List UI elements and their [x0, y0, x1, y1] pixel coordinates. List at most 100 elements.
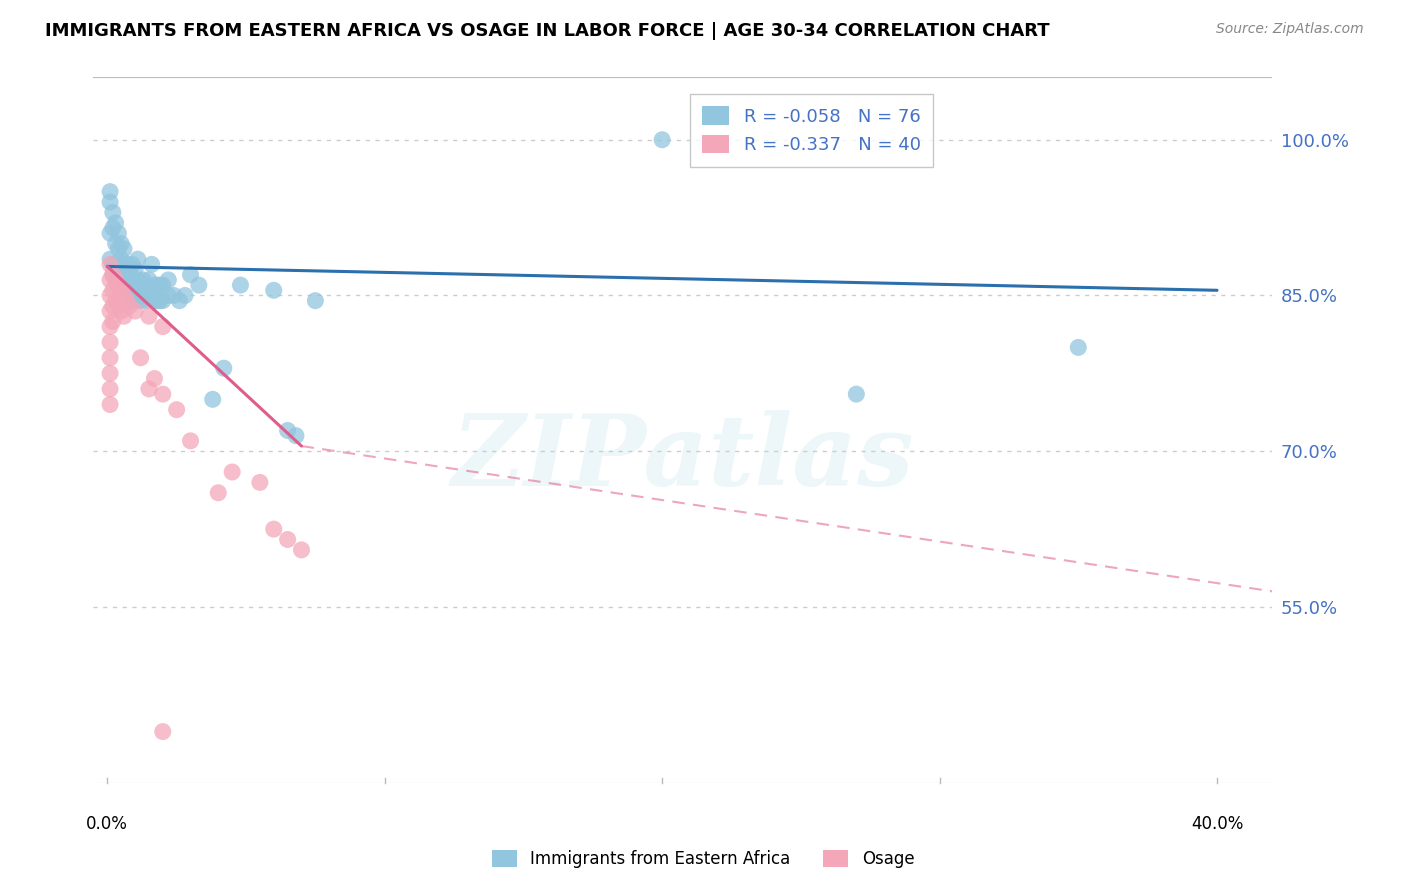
Legend: R = -0.058   N = 76, R = -0.337   N = 40: R = -0.058 N = 76, R = -0.337 N = 40: [689, 94, 934, 167]
Text: ZIPatlas: ZIPatlas: [451, 410, 914, 507]
Point: [263, 522, 285, 536]
Point: [98, 351, 121, 365]
Point: [135, 278, 157, 293]
Point: [845, 387, 868, 401]
Point: [1067, 340, 1090, 354]
Point: [290, 542, 312, 557]
Point: [143, 278, 166, 293]
Point: [207, 485, 229, 500]
Point: [98, 185, 121, 199]
Point: [221, 465, 243, 479]
Point: [201, 392, 224, 407]
Point: [104, 273, 127, 287]
Point: [212, 361, 235, 376]
Point: [152, 319, 174, 334]
Text: 40.0%: 40.0%: [1191, 815, 1243, 833]
Point: [124, 304, 146, 318]
Point: [112, 242, 135, 256]
Point: [149, 278, 172, 293]
Point: [138, 382, 160, 396]
Point: [101, 221, 124, 235]
Point: [98, 288, 121, 302]
Point: [101, 314, 124, 328]
Point: [98, 257, 121, 271]
Point: [149, 293, 172, 308]
Point: [112, 288, 135, 302]
Point: [132, 273, 155, 287]
Point: [143, 371, 166, 385]
Point: [115, 293, 138, 308]
Point: [249, 475, 271, 490]
Point: [118, 293, 141, 308]
Point: [152, 278, 174, 293]
Point: [110, 304, 132, 318]
Point: [174, 288, 197, 302]
Point: [229, 278, 252, 293]
Point: [121, 273, 143, 287]
Point: [104, 257, 127, 271]
Point: [112, 257, 135, 271]
Point: [304, 293, 326, 308]
Point: [98, 319, 121, 334]
Point: [110, 236, 132, 251]
Point: [107, 278, 129, 293]
Point: [101, 268, 124, 282]
Point: [101, 268, 124, 282]
Point: [118, 278, 141, 293]
Point: [143, 293, 166, 308]
Point: [132, 288, 155, 302]
Point: [138, 288, 160, 302]
Point: [121, 257, 143, 271]
Point: [127, 288, 149, 302]
Point: [166, 402, 188, 417]
Point: [157, 273, 180, 287]
Point: [146, 278, 169, 293]
Text: Source: ZipAtlas.com: Source: ZipAtlas.com: [1216, 22, 1364, 37]
Point: [107, 262, 129, 277]
Point: [187, 278, 209, 293]
Point: [138, 310, 160, 324]
Point: [135, 293, 157, 308]
Point: [141, 288, 163, 302]
Point: [112, 288, 135, 302]
Point: [152, 387, 174, 401]
Point: [104, 293, 127, 308]
Point: [129, 351, 152, 365]
Point: [98, 252, 121, 267]
Text: 0.0%: 0.0%: [86, 815, 128, 833]
Point: [104, 273, 127, 287]
Point: [115, 257, 138, 271]
Point: [180, 268, 202, 282]
Point: [98, 273, 121, 287]
Point: [152, 293, 174, 308]
Point: [277, 533, 299, 547]
Point: [104, 216, 127, 230]
Point: [115, 288, 138, 302]
Point: [112, 273, 135, 287]
Point: [152, 724, 174, 739]
Point: [110, 268, 132, 282]
Point: [124, 262, 146, 277]
Point: [146, 293, 169, 308]
Point: [141, 257, 163, 271]
Point: [169, 293, 191, 308]
Point: [98, 194, 121, 209]
Point: [107, 242, 129, 256]
Point: [284, 428, 307, 442]
Point: [98, 226, 121, 240]
Point: [107, 299, 129, 313]
Point: [651, 133, 673, 147]
Point: [118, 262, 141, 277]
Point: [277, 424, 299, 438]
Point: [118, 299, 141, 313]
Point: [104, 236, 127, 251]
Point: [157, 288, 180, 302]
Point: [101, 257, 124, 271]
Point: [180, 434, 202, 448]
Point: [129, 278, 152, 293]
Point: [98, 397, 121, 411]
Point: [263, 283, 285, 297]
Legend: Immigrants from Eastern Africa, Osage: Immigrants from Eastern Africa, Osage: [485, 843, 921, 875]
Point: [107, 226, 129, 240]
Point: [98, 382, 121, 396]
